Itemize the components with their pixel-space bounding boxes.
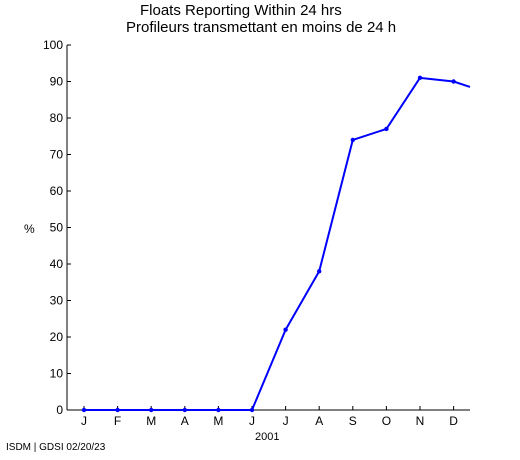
data-point <box>81 407 87 413</box>
chart-title: Floats Reporting Within 24 hrs <box>140 2 342 19</box>
data-point <box>384 126 389 132</box>
axes: 0 10 20 30 40 50 60 70 80 90 100 J F M A M J J A S O N D <box>43 38 470 428</box>
y-axis-label: % <box>24 222 35 236</box>
x-tick-label: J <box>283 414 289 428</box>
data-point <box>249 407 255 413</box>
y-tick-label: 10 <box>50 367 64 381</box>
y-tick-label: 20 <box>50 330 64 344</box>
x-tick-label: A <box>181 414 189 428</box>
y-tick-label: 90 <box>50 75 64 89</box>
data-point <box>417 75 423 81</box>
x-tick-label: O <box>382 414 391 428</box>
x-axis-label: 2001 <box>255 431 280 443</box>
data-point <box>149 407 154 413</box>
data-marks <box>81 75 471 413</box>
series-line <box>84 76 471 411</box>
data-point <box>283 327 288 332</box>
data-point <box>115 407 120 413</box>
footer-credit: ISDM | GDSI 02/20/23 <box>6 442 106 453</box>
data-point <box>317 269 322 274</box>
data-point <box>451 79 456 84</box>
chart-subtitle: Profileurs transmettant en moins de 24 h <box>126 19 397 36</box>
x-tick-label: J <box>249 414 255 428</box>
y-tick-label: 40 <box>50 257 64 271</box>
x-tick-label: S <box>349 414 357 428</box>
x-tick-label: N <box>416 414 425 428</box>
data-point <box>216 407 221 413</box>
y-tick-label: 80 <box>50 111 64 125</box>
x-tick-label: J <box>81 414 87 428</box>
y-tick-label: 70 <box>50 148 64 162</box>
data-point <box>350 137 355 143</box>
x-tick-label: M <box>213 414 223 428</box>
x-tick-label: A <box>315 414 323 428</box>
y-tick-label: 100 <box>43 38 63 52</box>
y-tick-label: 30 <box>50 294 64 308</box>
data-point <box>182 407 187 413</box>
x-tick-label: M <box>146 414 156 428</box>
y-tick-label: 0 <box>56 403 63 417</box>
x-tick-label: F <box>114 414 121 428</box>
y-tick-label: 50 <box>50 221 64 235</box>
x-tick-label: D <box>449 414 458 428</box>
y-tick-label: 60 <box>50 184 64 198</box>
